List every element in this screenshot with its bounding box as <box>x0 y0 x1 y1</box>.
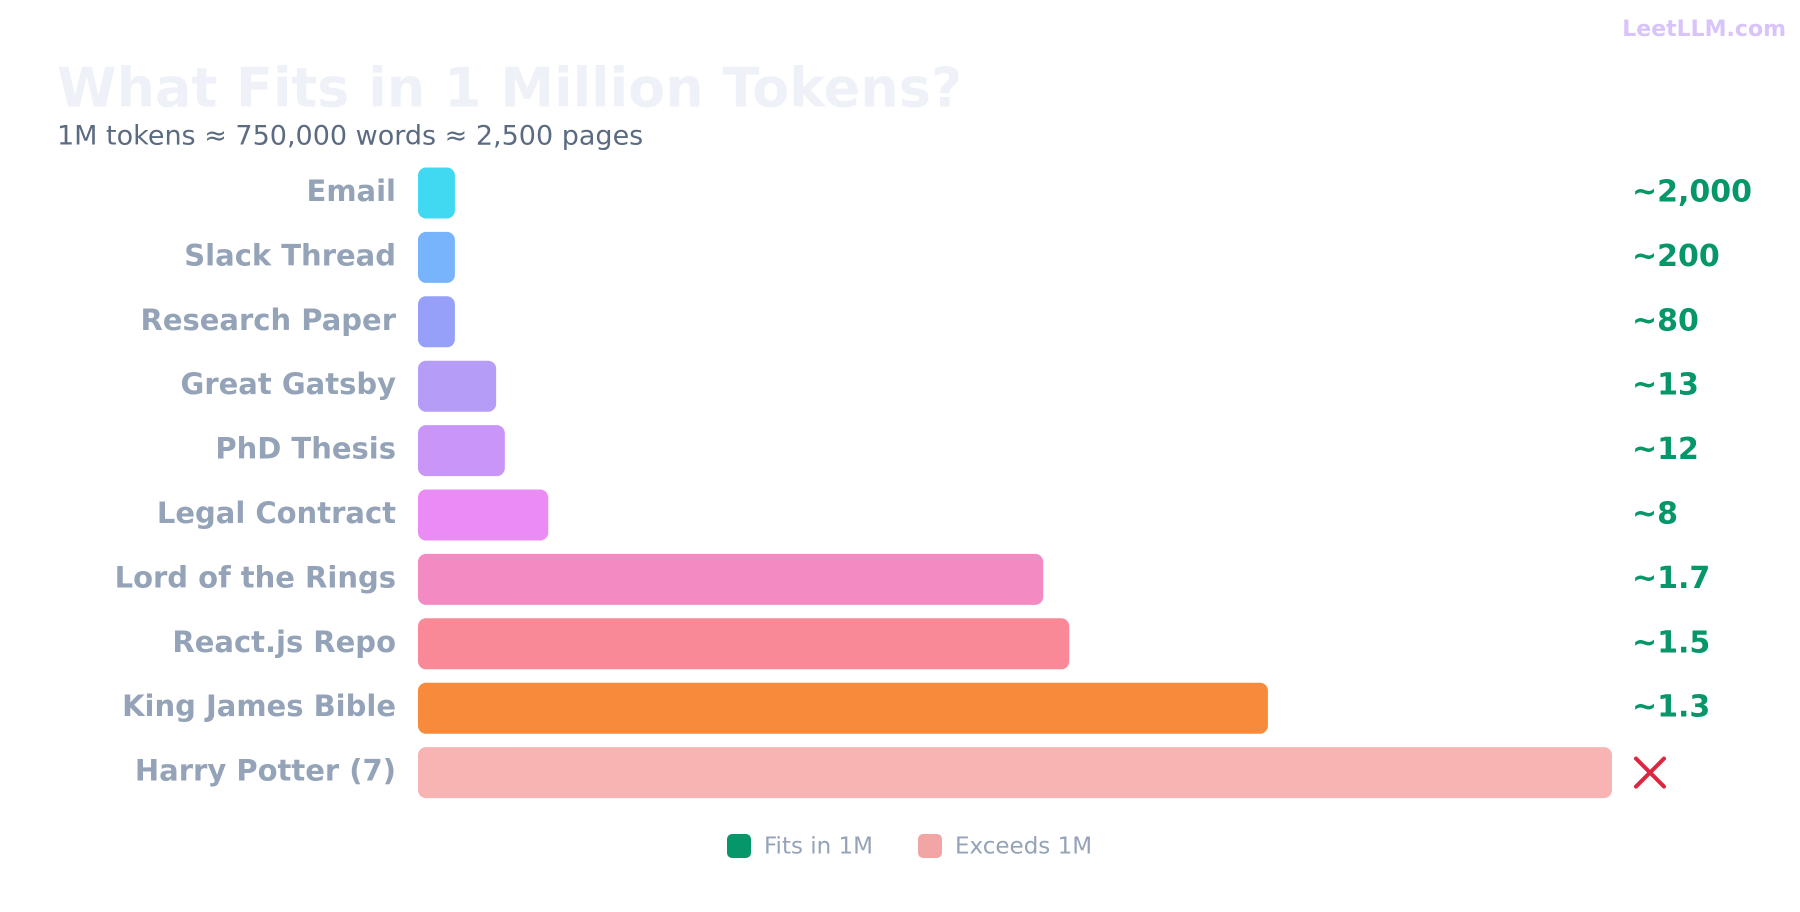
fit-count: ~200 <box>1632 239 1720 274</box>
category-label: Slack Thread <box>184 238 396 272</box>
category-label: Research Paper <box>140 303 396 337</box>
fit-count: ~12 <box>1632 432 1699 467</box>
fit-count: ~1.5 <box>1632 625 1710 660</box>
chart-title: What Fits in 1 Million Tokens? <box>57 57 962 120</box>
category-label: Lord of the Rings <box>115 560 396 594</box>
watermark: LeetLLM.com <box>1622 17 1786 42</box>
bar <box>418 167 455 219</box>
bar <box>418 553 1044 605</box>
category-label: Legal Contract <box>157 496 396 530</box>
fit-count: ~2,000 <box>1632 175 1752 210</box>
legend-swatch <box>727 834 751 858</box>
bar <box>418 360 497 412</box>
legend-label: Fits in 1M <box>764 834 873 860</box>
bar <box>418 618 1070 670</box>
fit-count: ~80 <box>1632 303 1699 338</box>
category-label: PhD Thesis <box>215 432 396 466</box>
legend-swatch <box>918 834 943 858</box>
fit-count: ~1.7 <box>1632 561 1710 596</box>
category-label: Great Gatsby <box>181 367 397 401</box>
fit-count: ~13 <box>1632 368 1699 403</box>
category-label: Email <box>307 174 396 208</box>
legend-label: Exceeds 1M <box>955 834 1092 860</box>
bar <box>418 489 549 541</box>
category-label: King James Bible <box>122 689 396 723</box>
bar <box>418 425 505 477</box>
category-label: React.js Repo <box>172 625 396 659</box>
category-label: Harry Potter (7) <box>135 754 396 788</box>
bar <box>418 296 455 348</box>
chart-subtitle: 1M tokens ≈ 750,000 words ≈ 2,500 pages <box>57 121 643 152</box>
bar <box>418 682 1268 734</box>
bar <box>418 231 455 283</box>
exceeds-icon <box>1634 756 1666 789</box>
bar <box>418 747 1612 799</box>
fit-count: ~1.3 <box>1632 690 1710 725</box>
fit-count: ~8 <box>1632 497 1678 532</box>
